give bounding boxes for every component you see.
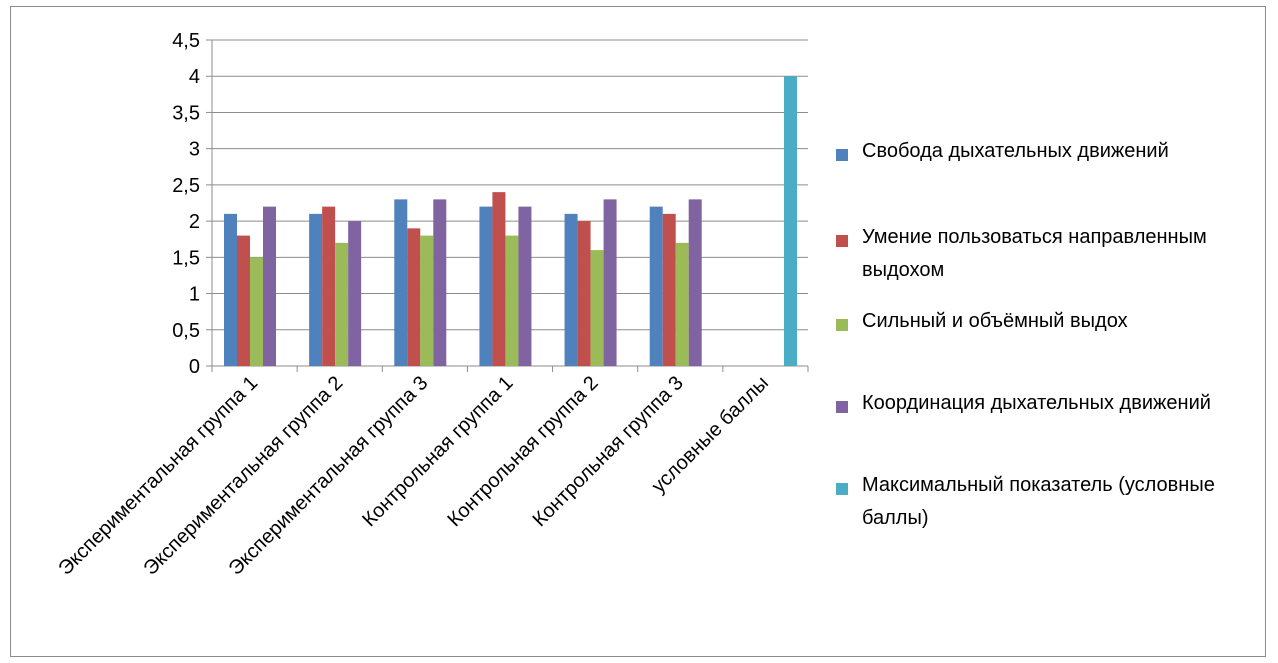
y-tick-label: 0,5 [172, 320, 200, 342]
bar [420, 235, 434, 366]
legend-swatch [836, 149, 848, 161]
bar [263, 206, 276, 366]
legend-label: Координация дыхательных движений [862, 392, 1211, 414]
y-tick-label: 3,5 [172, 102, 200, 124]
bar [407, 228, 421, 366]
bar [662, 213, 676, 366]
y-tick-label: 1,5 [172, 247, 200, 269]
bar [564, 213, 578, 366]
x-category-label: Контрольная группа 2 [444, 372, 603, 531]
y-tick-label: 4 [189, 66, 200, 88]
legend-label: Сильный и объёмный выдох [862, 310, 1128, 332]
y-tick-label: 0 [189, 356, 200, 378]
bar [688, 199, 702, 366]
x-category-label: Контрольная группа 3 [529, 372, 688, 531]
y-tick-label: 2,5 [172, 175, 200, 197]
legend-item: Умение пользоваться направленным выдохом [836, 226, 1242, 287]
bar [322, 206, 336, 366]
legend-item: Сильный и объёмный выдох [836, 310, 1242, 338]
bar [577, 221, 591, 366]
bar [590, 250, 604, 366]
bar [479, 206, 493, 366]
y-tick-label: 4,5 [172, 30, 200, 52]
bar [348, 221, 362, 366]
legend-swatch [836, 319, 848, 331]
chart-frame [10, 6, 1266, 657]
bar [433, 199, 447, 366]
bar [224, 213, 237, 366]
y-tick-label: 1 [189, 284, 200, 306]
legend-item: Координация дыхательных движений [836, 392, 1242, 420]
bar [603, 199, 617, 366]
legend-swatch [836, 235, 848, 247]
legend-swatch [836, 401, 848, 413]
legend-label: Умение пользоваться направленным выдохом [862, 226, 1207, 281]
legend-item: Свобода дыхательных движений [836, 140, 1242, 168]
y-tick-label: 2 [189, 211, 200, 233]
legend-swatch [836, 483, 848, 495]
legend-label: Свобода дыхательных движений [862, 140, 1169, 162]
bar [250, 257, 263, 366]
bar [649, 206, 663, 366]
x-category-label: Контрольная группа 1 [358, 372, 517, 531]
bar [237, 235, 250, 366]
legend-item: Максимальный показатель (условные баллы) [836, 474, 1242, 535]
bar [394, 199, 408, 366]
bar [518, 206, 532, 366]
bar [784, 76, 797, 366]
bar [505, 235, 519, 366]
legend-label: Максимальный показатель (условные баллы) [862, 474, 1215, 529]
bar [335, 242, 349, 366]
bar [675, 242, 689, 366]
y-tick-label: 3 [189, 139, 200, 161]
bar [309, 213, 323, 366]
bar [492, 192, 506, 366]
